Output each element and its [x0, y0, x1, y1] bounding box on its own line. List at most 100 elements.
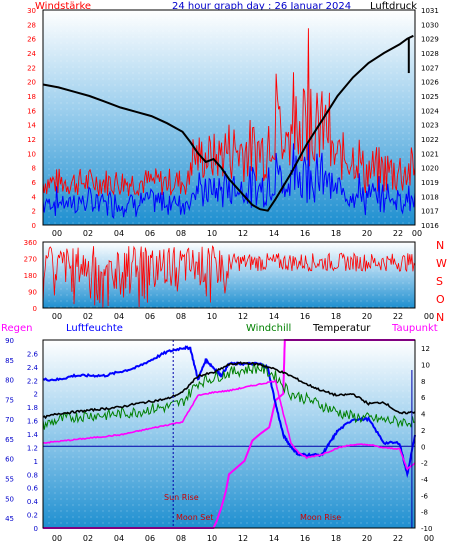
pressure-axis-tick: 1021 — [421, 150, 439, 158]
temperature-axis-tick: 12 — [421, 345, 430, 353]
wind-axis-tick: 10 — [27, 150, 36, 158]
rain-axis-tick: 2.6 — [27, 350, 39, 358]
label-regen: Regen — [1, 323, 33, 334]
time-tick-bottom: 04 — [114, 534, 124, 543]
time-tick-top: 14 — [269, 229, 279, 238]
rain-line — [43, 339, 415, 529]
direction-compass-label: O — [436, 293, 445, 306]
temperature-axis-tick: -4 — [421, 476, 429, 484]
humidity-axis-tick: 85 — [5, 357, 14, 365]
time-tick-top: 12 — [238, 229, 248, 238]
pressure-axis-tick: 1017 — [421, 208, 439, 216]
wind-axis-tick: 28 — [27, 21, 36, 29]
wind-axis-tick: 24 — [27, 50, 36, 58]
direction-axis-tick: 0 — [33, 305, 37, 313]
time-tick-top: 06 — [145, 229, 155, 238]
label-taupunkt: Taupunkt — [391, 323, 438, 334]
wind-axis-tick: 26 — [27, 36, 36, 44]
wind-axis-tick: 18 — [27, 93, 36, 101]
header-center: 24 hour graph day : 26 Januar 2024 — [172, 1, 351, 12]
rain-axis-tick: 1.4 — [27, 431, 39, 439]
time-tick-mid: 20 — [362, 312, 372, 321]
wind-axis-tick: 2 — [32, 208, 36, 216]
time-tick-bottom: 18 — [331, 534, 341, 543]
pressure-line — [42, 34, 414, 212]
time-tick-mid: 18 — [331, 312, 341, 321]
wind-axis-tick: 16 — [27, 107, 36, 115]
humidity-axis-tick: 90 — [5, 337, 14, 345]
time-tick-mid: 14 — [269, 312, 279, 321]
wind-axis-tick: 0 — [32, 222, 36, 230]
pressure-axis-tick: 1016 — [421, 222, 439, 230]
header-right: Luftdruck — [370, 1, 417, 12]
temperature-axis-tick: -8 — [421, 509, 428, 517]
pressure-axis-tick: 1031 — [421, 7, 439, 15]
humidity-axis-tick: 65 — [5, 436, 14, 444]
wind-axis-tick: 14 — [27, 122, 36, 130]
time-tick-top: 08 — [176, 229, 186, 238]
time-tick-top: 02 — [83, 229, 93, 238]
pressure-axis-tick: 1024 — [421, 107, 439, 115]
time-tick-top: 22 — [393, 229, 403, 238]
temperature-axis-tick: 0 — [421, 443, 425, 451]
rain-axis-tick: 2.2 — [27, 377, 38, 385]
rain-axis-tick: 0.8 — [27, 471, 38, 479]
rain-axis-tick: 1.8 — [27, 404, 38, 412]
rain-axis-tick: 0 — [34, 525, 38, 533]
time-tick-top: 20 — [362, 229, 372, 238]
time-tick-mid: 22 — [393, 312, 403, 321]
humidity-axis-tick: 70 — [5, 416, 14, 424]
pressure-axis-tick: 1030 — [421, 21, 439, 29]
humidity-axis-tick: 80 — [5, 377, 14, 385]
time-tick-bottom: 10 — [207, 534, 217, 543]
sun-rise-label: Sun Rise — [164, 493, 199, 502]
time-tick-top: 16 — [300, 229, 310, 238]
time-tick-top: 18 — [331, 229, 341, 238]
temperature-axis-tick: -2 — [421, 460, 428, 468]
dewpoint-line — [42, 378, 416, 471]
direction-axis-tick: 90 — [28, 289, 37, 297]
wind-axis-tick: 6 — [32, 179, 37, 187]
frame-top — [42, 9, 416, 226]
rain-axis-tick: 2.4 — [27, 364, 39, 372]
time-tick-bottom: 12 — [238, 534, 248, 543]
temperature-axis-tick: -6 — [421, 492, 429, 500]
rain-axis-tick: 1.6 — [27, 418, 39, 426]
rain-axis-tick: 2 — [34, 391, 38, 399]
label-windchill: Windchill — [246, 323, 291, 334]
direction-axis-tick: 360 — [24, 239, 37, 247]
time-tick-bottom: 08 — [176, 534, 186, 543]
header-left: Windstärke — [35, 1, 91, 12]
humidity-axis-tick: 60 — [5, 456, 14, 464]
rain-axis-tick: 0.4 — [27, 498, 39, 506]
time-tick-mid: 00 — [52, 312, 62, 321]
direction-compass-label: N — [436, 311, 444, 324]
temperature-axis-tick: 10 — [421, 362, 430, 370]
pressure-axis-tick: 1029 — [421, 36, 439, 44]
time-tick-mid: 08 — [176, 312, 186, 321]
time-tick-bottom: 00 — [424, 534, 434, 543]
humidity-axis-tick: 55 — [5, 476, 14, 484]
pressure-axis-tick: 1022 — [421, 136, 439, 144]
label-luftfeuchte: Luftfeuchte — [66, 323, 123, 334]
time-tick-bottom: 00 — [52, 534, 62, 543]
time-tick-bottom: 16 — [300, 534, 310, 543]
pressure-axis-tick: 1026 — [421, 79, 439, 87]
time-tick-mid: 04 — [114, 312, 124, 321]
label-temperatur: Temperatur — [312, 323, 371, 334]
time-tick-bottom: 20 — [362, 534, 372, 543]
direction-compass-label: S — [436, 275, 443, 288]
wind-axis-tick: 4 — [32, 193, 37, 201]
pressure-axis-tick: 1020 — [421, 165, 439, 173]
windchill-line — [42, 362, 416, 430]
frame-bottom — [42, 339, 416, 529]
pressure-axis-tick: 1018 — [421, 193, 439, 201]
time-tick-mid: 00 — [424, 312, 434, 321]
time-tick-bottom: 02 — [83, 534, 93, 543]
time-tick-top: 00 — [52, 229, 62, 238]
humidity-axis-tick: 45 — [5, 515, 14, 523]
temperature-axis-tick: -10 — [421, 525, 432, 533]
temperature-line — [42, 361, 416, 420]
time-tick-mid: 06 — [145, 312, 155, 321]
